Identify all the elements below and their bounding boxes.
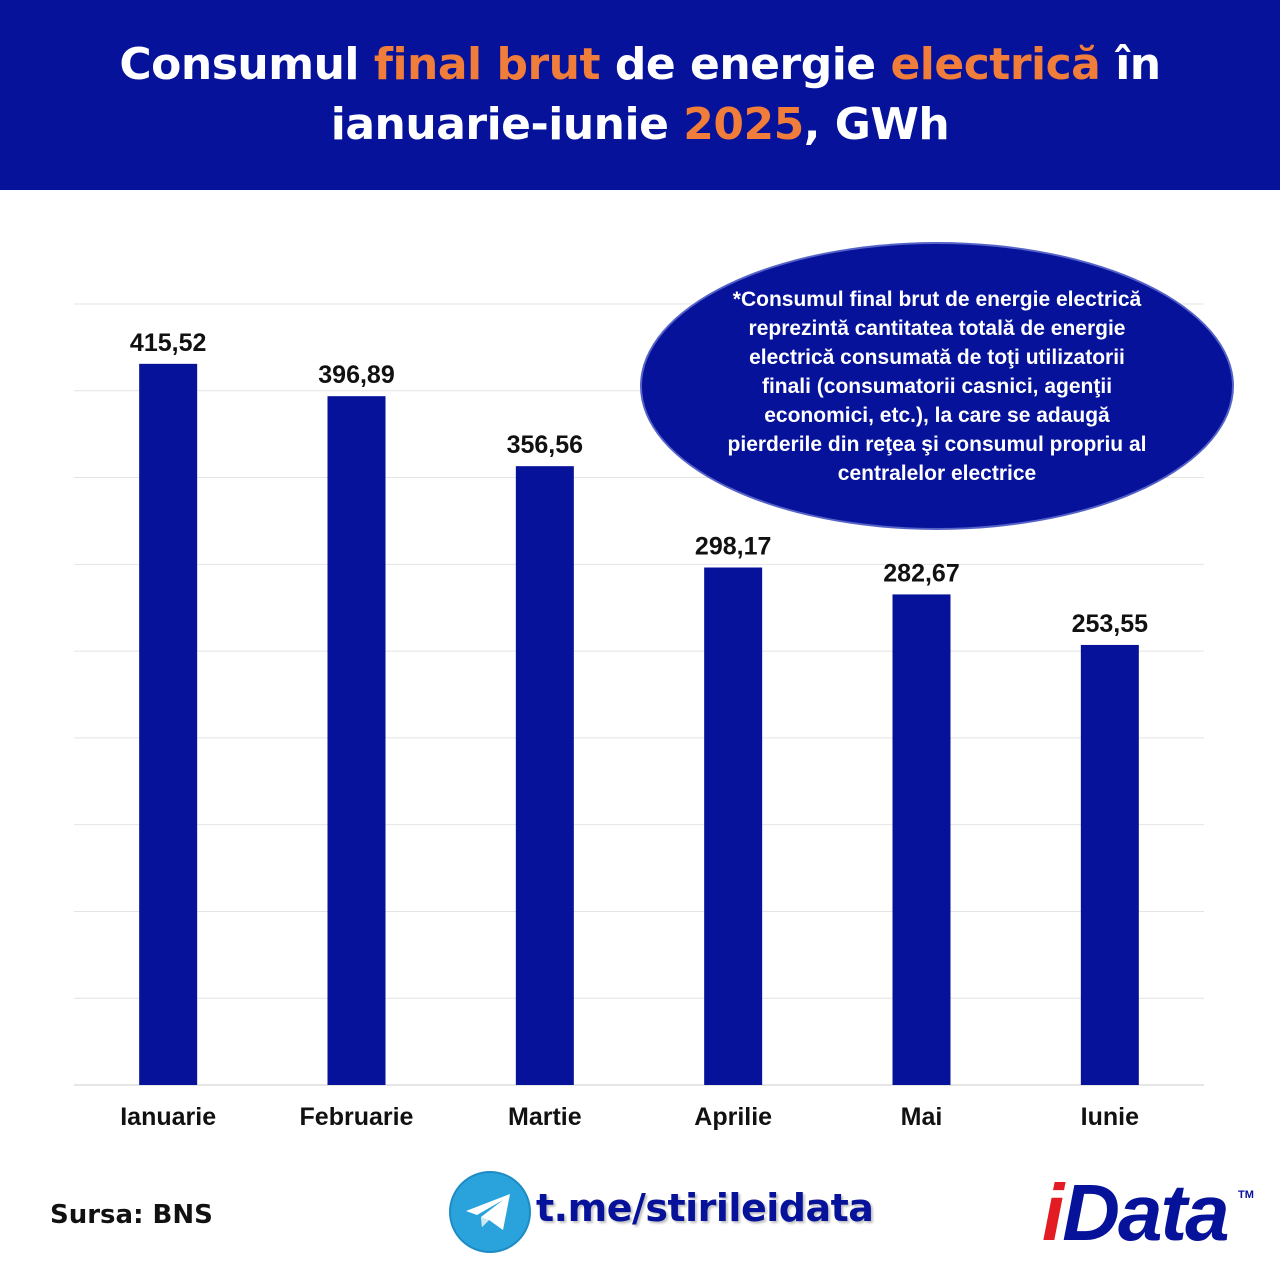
svg-text:TM: TM [1238,1189,1254,1201]
chart-bars [139,363,1139,1086]
x-tick-label: Martie [508,1103,582,1131]
definition-note-text: *Consumul final brut de energie electric… [727,287,1147,485]
bar-value-label: 415,52 [130,329,206,357]
x-tick-label: Mai [901,1103,943,1131]
bar [327,396,386,1085]
bar-value-label: 396,89 [318,361,394,389]
chart-header: Consumul final brut de energie electrică… [0,0,1280,190]
bar-value-label: 356,56 [507,431,583,459]
idata-logo: iData TM [1042,1168,1254,1257]
title-text: ianuarie-iunie [330,99,684,150]
bar [704,567,763,1085]
svg-text:iData: iData [1042,1168,1228,1257]
chart-value-labels: 415,52 396,89 356,56 298,17 282,67 253,55 [130,329,1148,638]
bar [892,594,951,1085]
title-text: de energie [600,39,891,90]
title-highlight: final brut [373,39,601,90]
bar-value-label: 253,55 [1072,610,1149,638]
title-text: în [1100,39,1161,90]
bar [139,363,198,1086]
title-highlight: 2025 [683,99,804,150]
telegram-icon[interactable] [448,1170,532,1254]
title-text: , GWh [803,99,950,150]
title-highlight: electrică [890,39,1101,90]
bar [515,466,574,1086]
definition-note-bubble: *Consumul final brut de energie electric… [640,242,1234,530]
bar [1080,644,1139,1085]
x-tick-label: Februarie [300,1103,414,1131]
title-line-2: ianuarie-iunie 2025, GWh [330,95,950,155]
x-tick-label: Aprilie [694,1103,772,1131]
title-line-1: Consumul final brut de energie electrică… [119,35,1161,95]
x-tick-label: Iunie [1081,1103,1139,1131]
x-tick-label: Ianuarie [120,1103,216,1131]
telegram-channel-link[interactable]: t.me/stirileidata [536,1186,874,1230]
source-label: Sursa: BNS [50,1200,213,1230]
bar-value-label: 298,17 [695,533,771,561]
bar-value-label: 282,67 [883,559,959,587]
title-text: Consumul [119,39,374,90]
chart-x-tick-labels: Ianuarie Februarie Martie Aprilie Mai Iunie [120,1103,1139,1131]
